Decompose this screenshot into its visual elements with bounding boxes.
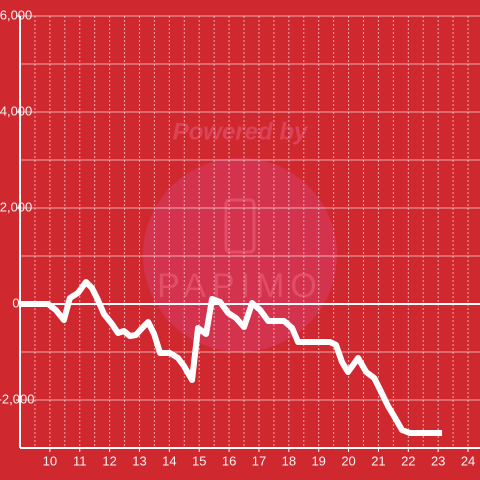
y-tick-label: -2,000	[0, 391, 34, 406]
x-tick-label: 15	[192, 453, 206, 468]
x-tick-label: 13	[132, 453, 146, 468]
x-tick-label: 12	[102, 453, 116, 468]
watermark-text: Powered by	[173, 118, 309, 145]
y-tick-label: 2,000	[0, 199, 32, 214]
x-tick-label: 20	[341, 453, 355, 468]
x-tick-label: 18	[282, 453, 296, 468]
x-tick-label: 14	[162, 453, 176, 468]
y-tick-label: 6,000	[0, 7, 32, 22]
x-tick-label: 17	[252, 453, 266, 468]
y-tick-label: 4,000	[0, 103, 32, 118]
x-tick-label: 23	[431, 453, 445, 468]
y-tick-label: 0	[12, 295, 19, 310]
x-tick-label: 19	[311, 453, 325, 468]
data-line	[20, 279, 443, 437]
x-tick-label: 10	[43, 453, 57, 468]
x-tick-label: 22	[401, 453, 415, 468]
x-tick-label: 24	[461, 453, 475, 468]
x-tick-label: 11	[73, 453, 87, 468]
x-tick-label: 21	[371, 453, 385, 468]
x-tick-label: 16	[222, 453, 236, 468]
watermark-text: PAPIMO	[157, 267, 323, 305]
watermark-icon	[224, 198, 256, 254]
